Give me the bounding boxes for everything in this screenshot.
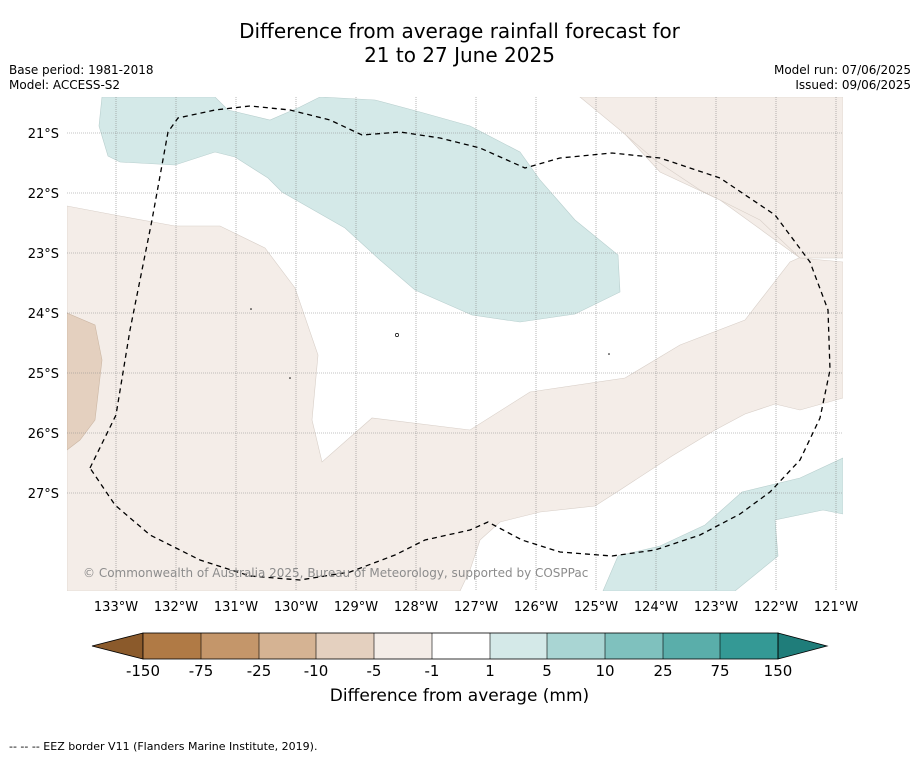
lon-label: 126°W (514, 600, 558, 615)
latitude-labels: 21°S 22°S 23°S 24°S 25°S 26°S 27°S (28, 127, 59, 502)
colorbar-tick: -5 (367, 662, 382, 680)
colorbar-swatch (605, 633, 663, 659)
lat-label: 27°S (28, 487, 59, 502)
model-run: Model run: 07/06/2025 (773, 63, 911, 77)
colorbar-swatch (201, 633, 259, 659)
colorbar-swatch (547, 633, 605, 659)
map-title: Difference from average rainfall forecas… (0, 19, 919, 67)
colorbar-tick: 25 (653, 662, 672, 680)
island-marker (250, 308, 252, 310)
lon-label: 132°W (154, 600, 198, 615)
colorbar-outline (142, 632, 779, 660)
model-name: Model: ACCESS-S2 (9, 78, 121, 92)
lat-label: 21°S (28, 127, 59, 142)
base-period: Base period: 1981-2018 (9, 63, 154, 77)
longitude-gridlines (115, 97, 837, 591)
colorbar-swatch (720, 633, 778, 659)
colorbar-tick: 10 (595, 662, 614, 680)
colorbar-tick: -150 (126, 662, 160, 680)
meta-right: Model run: 07/06/2025 Issued: 09/06/2025 (774, 63, 911, 93)
title-line-2: 21 to 27 June 2025 (364, 43, 555, 67)
lon-label: 133°W (94, 600, 138, 615)
colorbar-dividers (200, 633, 721, 659)
latitude-gridlines (67, 132, 843, 494)
lat-label: 23°S (28, 247, 59, 262)
lon-label: 124°W (634, 600, 678, 615)
colorbar-tick: -75 (189, 662, 214, 680)
lat-label: 24°S (28, 307, 59, 322)
colorbar-tick: 150 (764, 662, 793, 680)
lon-label: 127°W (454, 600, 498, 615)
colorbar-swatch (490, 633, 547, 659)
wet-anomaly-region-southeast (602, 457, 843, 591)
wet-anomaly-region-north (98, 97, 621, 323)
island-marker (608, 353, 610, 355)
colorbar-tick: 75 (710, 662, 729, 680)
colorbar-tick-labels: -150 -75 -25 -10 -5 -1 1 5 10 25 75 150 (126, 662, 792, 680)
colorbar-swatch (663, 633, 720, 659)
island-marker (289, 377, 291, 379)
lon-label: 122°W (754, 600, 798, 615)
longitude-labels: 133°W 132°W 131°W 130°W 129°W 128°W 127°… (94, 600, 858, 615)
colorbar-swatch (316, 633, 374, 659)
lon-label: 125°W (574, 600, 618, 615)
lon-label: 128°W (394, 600, 438, 615)
colorbar-title: Difference from average (mm) (329, 686, 590, 706)
eez-legend-note: -- -- -- EEZ border V11 (Flanders Marine… (9, 740, 318, 753)
lon-label: 131°W (214, 600, 258, 615)
map-plot-area: © Commonwealth of Australia 2025, Bureau… (67, 97, 843, 591)
meta-left: Base period: 1981-2018 Model: ACCESS-S2 (9, 63, 154, 93)
lat-label: 22°S (28, 187, 59, 202)
colorbar-swatch (143, 633, 201, 659)
colorbar-tick: 5 (542, 662, 552, 680)
copyright-notice: © Commonwealth of Australia 2025, Bureau… (83, 566, 588, 580)
colorbar-swatch (432, 633, 490, 659)
colorbar-tick: -25 (247, 662, 272, 680)
colorbar-swatch (374, 633, 432, 659)
lon-label: 129°W (334, 600, 378, 615)
lon-label: 123°W (694, 600, 738, 615)
lon-label: 121°W (814, 600, 858, 615)
colorbar-tick: -1 (425, 662, 440, 680)
colorbar: -150 -75 -25 -10 -5 -1 1 5 10 25 75 150 (91, 632, 829, 680)
eez-border (89, 105, 831, 581)
title-line-1: Difference from average rainfall forecas… (239, 19, 680, 43)
lat-label: 26°S (28, 427, 59, 442)
colorbar-swatch (259, 633, 316, 659)
colorbar-tick: 1 (485, 662, 495, 680)
colorbar-min-arrow (91, 632, 144, 660)
lat-label: 25°S (28, 367, 59, 382)
colorbar-tick: -10 (304, 662, 329, 680)
island-marker (395, 333, 399, 337)
lon-label: 130°W (274, 600, 318, 615)
colorbar-max-arrow (777, 632, 829, 660)
moderate-dry-region (67, 312, 103, 451)
issued-date: Issued: 09/06/2025 (795, 78, 911, 92)
